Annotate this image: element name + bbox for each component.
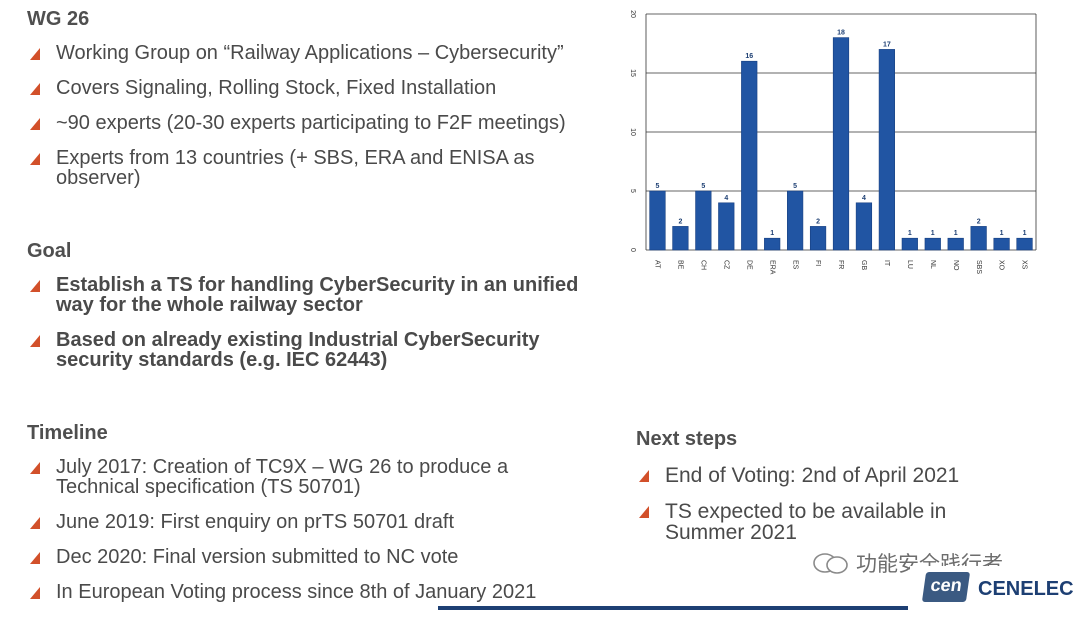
data-label: 1 bbox=[931, 230, 935, 237]
data-label: 18 bbox=[837, 30, 845, 37]
x-tick-label: NO bbox=[952, 260, 959, 271]
x-tick-label: CH bbox=[700, 260, 707, 270]
bar bbox=[970, 226, 987, 251]
experts-by-country-bar-chart: 0 5 10 15 20 5 AT 2 BE 5 CH 4 CZ 16 DE 1 ERA 5 ES 2 FI 18 FR 4 G… bbox=[629, 10, 1037, 275]
bar bbox=[1016, 237, 1033, 251]
x-tick-label: ES bbox=[791, 260, 798, 270]
bar bbox=[787, 190, 804, 251]
triangle-bullet-icon bbox=[30, 462, 40, 474]
triangle-bullet-icon bbox=[30, 335, 40, 347]
list-item: Experts from 13 countries (+ SBS, ERA an… bbox=[27, 148, 556, 188]
triangle-bullet-icon bbox=[30, 552, 40, 564]
y-tick-label: 10 bbox=[629, 128, 636, 136]
list-item: June 2019: First enquiry on prTS 50701 d… bbox=[27, 512, 587, 532]
bar bbox=[672, 226, 689, 251]
wg-heading: WG 26 bbox=[27, 8, 90, 30]
bar bbox=[832, 37, 850, 251]
data-label: 17 bbox=[883, 41, 891, 48]
x-tick-label: IT bbox=[883, 260, 890, 267]
x-tick-label: ERA bbox=[768, 260, 775, 275]
x-tick-label: CZ bbox=[722, 260, 729, 270]
cen-logo-mark: cen bbox=[921, 572, 971, 602]
cenelec-wordmark: CENELEC bbox=[978, 578, 1074, 600]
wechat-icon bbox=[813, 553, 848, 574]
list-item: Dec 2020: Final version submitted to NC … bbox=[27, 547, 587, 567]
goal-bullet-list: Establish a TS for handling CyberSecurit… bbox=[27, 275, 592, 385]
bar bbox=[901, 237, 918, 251]
bar bbox=[924, 237, 941, 251]
timeline-bullet-list: July 2017: Creation of TC9X – WG 26 to p… bbox=[27, 457, 587, 617]
x-tick-label: BE bbox=[677, 260, 684, 270]
data-label: 1 bbox=[1023, 230, 1027, 237]
triangle-bullet-icon bbox=[30, 153, 40, 165]
list-item: Working Group on “Railway Applications –… bbox=[27, 43, 617, 63]
next-steps-bullet-list: End of Voting: 2nd of April 2021 TS expe… bbox=[636, 465, 996, 558]
data-label: 5 bbox=[701, 183, 705, 190]
bar bbox=[947, 237, 964, 251]
x-tick-label: SBS bbox=[975, 260, 982, 274]
bar bbox=[695, 190, 712, 251]
data-label: 16 bbox=[745, 53, 753, 60]
data-label: 2 bbox=[816, 218, 820, 225]
x-tick-label: DE bbox=[745, 260, 752, 270]
triangle-bullet-icon bbox=[30, 83, 40, 95]
x-tick-label: FI bbox=[814, 260, 821, 266]
next-steps-heading: Next steps bbox=[636, 428, 738, 450]
x-tick-label: LU bbox=[906, 260, 913, 269]
bar bbox=[878, 49, 895, 251]
y-tick-label: 0 bbox=[629, 248, 636, 252]
data-label: 5 bbox=[656, 183, 660, 190]
list-item: July 2017: Creation of TC9X – WG 26 to p… bbox=[27, 457, 556, 497]
x-tick-label: AT bbox=[654, 260, 661, 269]
y-tick-label: 20 bbox=[629, 10, 636, 18]
data-label: 4 bbox=[724, 195, 728, 202]
y-tick-label: 15 bbox=[629, 69, 636, 77]
x-tick-label: XO bbox=[998, 260, 1005, 271]
triangle-bullet-icon bbox=[639, 470, 649, 482]
timeline-heading: Timeline bbox=[27, 422, 108, 444]
data-label: 5 bbox=[793, 183, 797, 190]
list-item: End of Voting: 2nd of April 2021 bbox=[636, 465, 996, 486]
list-item: In European Voting process since 8th of … bbox=[27, 582, 587, 602]
data-label: 2 bbox=[678, 218, 682, 225]
list-item: Establish a TS for handling CyberSecurit… bbox=[27, 275, 592, 315]
triangle-bullet-icon bbox=[30, 280, 40, 292]
list-item: Covers Signaling, Rolling Stock, Fixed I… bbox=[27, 78, 617, 98]
x-tick-label: NL bbox=[929, 260, 936, 269]
bar bbox=[741, 60, 758, 251]
bar bbox=[993, 237, 1010, 251]
data-label: 1 bbox=[908, 230, 912, 237]
triangle-bullet-icon bbox=[30, 587, 40, 599]
wg-bullet-list: Working Group on “Railway Applications –… bbox=[27, 43, 617, 203]
data-label: 1 bbox=[954, 230, 958, 237]
bar bbox=[718, 202, 735, 251]
cenelec-logo: cen CENELEC bbox=[910, 566, 1080, 611]
x-tick-label: FR bbox=[837, 260, 844, 269]
bar bbox=[855, 202, 873, 251]
triangle-bullet-icon bbox=[30, 48, 40, 60]
triangle-bullet-icon bbox=[30, 517, 40, 529]
data-label: 1 bbox=[1000, 230, 1004, 237]
data-label: 1 bbox=[770, 230, 774, 237]
y-tick-label: 5 bbox=[629, 189, 636, 193]
list-item: Based on already existing Industrial Cyb… bbox=[27, 330, 576, 370]
bar bbox=[809, 226, 827, 251]
bar bbox=[764, 237, 781, 251]
triangle-bullet-icon bbox=[30, 118, 40, 130]
data-label: 4 bbox=[862, 195, 866, 202]
goal-heading: Goal bbox=[27, 240, 72, 262]
data-label: 2 bbox=[977, 218, 981, 225]
x-tick-label: XS bbox=[1021, 260, 1028, 270]
triangle-bullet-icon bbox=[639, 506, 649, 518]
x-tick-label: GB bbox=[860, 260, 867, 270]
list-item: ~90 experts (20-30 experts participating… bbox=[27, 113, 617, 133]
footer-rule bbox=[438, 606, 908, 610]
list-item: TS expected to be available in Summer 20… bbox=[636, 501, 996, 543]
bar bbox=[649, 190, 666, 251]
